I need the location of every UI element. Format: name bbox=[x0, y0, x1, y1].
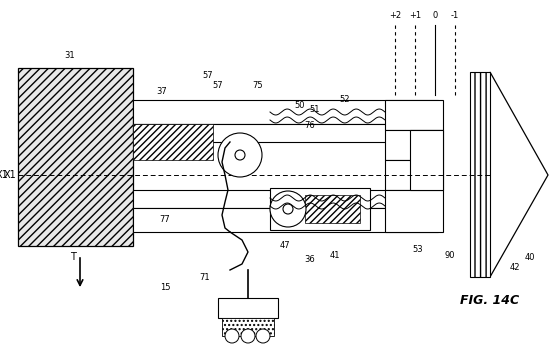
Text: T: T bbox=[70, 252, 76, 262]
Polygon shape bbox=[490, 72, 548, 277]
Bar bbox=[385, 160, 443, 190]
Text: 50: 50 bbox=[295, 100, 305, 109]
Text: X1: X1 bbox=[0, 170, 8, 180]
Circle shape bbox=[218, 133, 262, 177]
Circle shape bbox=[225, 329, 239, 343]
Text: 71: 71 bbox=[199, 273, 210, 282]
Bar bbox=[385, 190, 443, 232]
Text: 52: 52 bbox=[340, 95, 350, 104]
Bar bbox=[385, 130, 443, 160]
Circle shape bbox=[241, 329, 255, 343]
Text: 75: 75 bbox=[253, 81, 263, 90]
Text: X1: X1 bbox=[4, 170, 17, 180]
Bar bbox=[410, 130, 443, 190]
Text: 53: 53 bbox=[413, 246, 423, 255]
Text: 31: 31 bbox=[64, 51, 75, 60]
Circle shape bbox=[270, 191, 306, 227]
Text: 40: 40 bbox=[525, 254, 535, 263]
Text: 57: 57 bbox=[213, 81, 223, 90]
Bar bbox=[133, 190, 438, 208]
Text: 15: 15 bbox=[160, 283, 170, 292]
Text: 42: 42 bbox=[510, 264, 520, 273]
Text: 51: 51 bbox=[310, 106, 320, 115]
Text: +1: +1 bbox=[409, 11, 421, 20]
Text: 41: 41 bbox=[329, 251, 341, 260]
Text: -1: -1 bbox=[451, 11, 459, 20]
Bar bbox=[222, 318, 274, 336]
Text: 77: 77 bbox=[160, 216, 170, 225]
Circle shape bbox=[235, 150, 245, 160]
Circle shape bbox=[283, 204, 293, 214]
Bar bbox=[18, 68, 133, 246]
Text: FIG. 14C: FIG. 14C bbox=[461, 293, 520, 307]
Circle shape bbox=[256, 329, 270, 343]
Bar bbox=[133, 124, 213, 160]
Text: 90: 90 bbox=[445, 251, 455, 260]
Bar bbox=[133, 208, 438, 232]
Text: 37: 37 bbox=[156, 88, 168, 97]
Bar bbox=[133, 100, 438, 124]
Bar bbox=[270, 188, 370, 230]
Bar bbox=[133, 124, 438, 142]
Bar bbox=[305, 195, 360, 223]
Text: 57: 57 bbox=[203, 71, 213, 80]
Bar bbox=[218, 298, 278, 318]
Text: +2: +2 bbox=[389, 11, 401, 20]
Text: 47: 47 bbox=[280, 240, 290, 249]
Bar bbox=[385, 100, 443, 130]
Text: 76: 76 bbox=[305, 120, 315, 129]
Text: 36: 36 bbox=[305, 255, 315, 264]
Text: 0: 0 bbox=[433, 11, 437, 20]
Bar bbox=[470, 72, 490, 277]
